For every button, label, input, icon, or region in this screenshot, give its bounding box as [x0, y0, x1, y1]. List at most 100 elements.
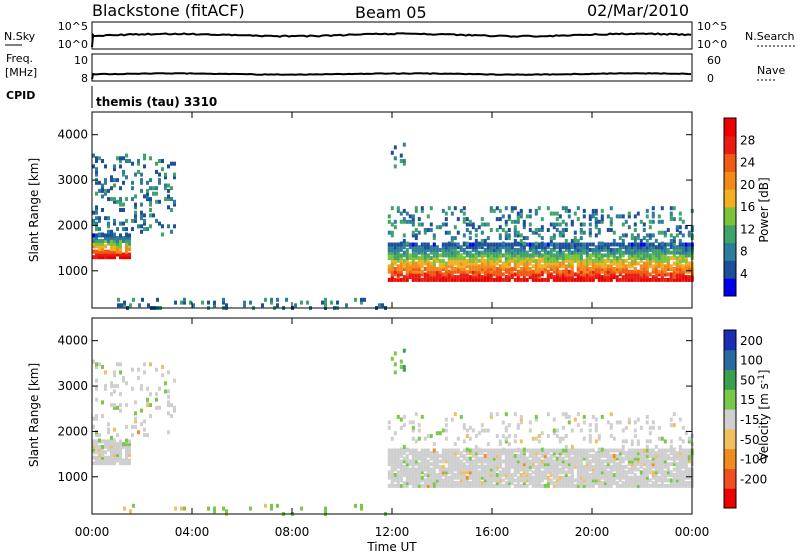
velocity-cell [645, 483, 649, 488]
power-cell [660, 247, 664, 252]
power-cell [459, 261, 463, 266]
power-cell [579, 261, 583, 266]
velocity-cell [531, 459, 535, 464]
velocity-cell [522, 451, 526, 456]
velocity-cell [110, 439, 113, 444]
power-cell [390, 277, 394, 282]
velocity-cell [528, 473, 532, 477]
power-cell [528, 222, 532, 227]
power-cell [591, 272, 595, 277]
power-cell [630, 253, 634, 258]
power-cell [504, 275, 508, 280]
power-cell [426, 242, 430, 247]
power-cell [669, 277, 673, 282]
power-cell [138, 303, 141, 308]
velocity-cell [225, 509, 228, 514]
power-cell [543, 264, 547, 269]
power-cell [594, 264, 598, 269]
power-cell [125, 175, 128, 180]
velocity-cell [549, 481, 553, 486]
power-cell [591, 269, 595, 274]
velocity-cell [630, 470, 634, 475]
power-cell [95, 210, 98, 215]
power-cell [612, 230, 616, 235]
power-cell [414, 206, 418, 211]
power-cell [579, 269, 583, 274]
velocity-cell [570, 462, 574, 467]
power-cell [684, 258, 688, 263]
velocity-cell [681, 475, 685, 480]
velocity-cell [567, 478, 571, 483]
velocity-cell [429, 475, 433, 480]
velocity-cell [633, 428, 637, 433]
power-cell [471, 256, 475, 261]
power-cell [543, 247, 547, 252]
power-colorbar-tick: 16 [740, 200, 755, 214]
power-cell [411, 250, 415, 255]
power-cell [588, 247, 592, 252]
power-cell [522, 241, 526, 246]
velocity-cell [483, 456, 487, 461]
velocity-cell [95, 433, 98, 438]
velocity-cell [507, 456, 511, 461]
velocity-cell [444, 436, 448, 441]
velocity-cell [468, 475, 472, 480]
velocity-cell [492, 464, 496, 469]
power-cell [567, 277, 571, 282]
velocity-cell [519, 473, 523, 477]
power-cell [555, 275, 559, 280]
velocity-cell [498, 453, 502, 458]
velocity-cell [110, 392, 113, 397]
power-cell [462, 264, 466, 269]
power-cell [453, 225, 457, 230]
power-cell [645, 253, 649, 258]
power-cell [636, 261, 640, 266]
velocity-cell [519, 483, 523, 488]
velocity-cell [561, 462, 565, 467]
velocity-cell [567, 467, 571, 472]
velocity-cell [537, 456, 541, 461]
velocity-cell [657, 467, 661, 472]
power-cell [504, 250, 508, 255]
velocity-cell [420, 464, 424, 469]
velocity-cell [558, 467, 562, 472]
power-cell [570, 253, 574, 258]
velocity-cell [612, 475, 616, 480]
power-cell [633, 258, 637, 263]
velocity-cell [540, 451, 544, 456]
power-cell [519, 277, 523, 282]
power-cell [429, 245, 433, 250]
velocity-cell [573, 451, 577, 456]
power-cell [408, 269, 412, 274]
velocity-cell [534, 448, 538, 453]
velocity-cell [660, 481, 664, 486]
power-cell [678, 267, 682, 271]
power-cell [453, 277, 457, 282]
power-cell [110, 197, 113, 202]
velocity-cell [504, 453, 508, 458]
velocity-cell [609, 481, 613, 486]
power-cell [393, 219, 397, 224]
velocity-cell [207, 506, 210, 511]
power-cell [528, 267, 532, 271]
power-cell [423, 230, 427, 235]
power-cell [423, 228, 427, 232]
velocity-colorbar-tick: 50 [740, 373, 755, 387]
power-cell [564, 277, 568, 282]
velocity-cell [417, 423, 421, 428]
velocity-cell [654, 453, 658, 458]
velocity-cell [459, 475, 463, 480]
velocity-cell [402, 473, 406, 477]
power-cell [636, 245, 640, 250]
power-cell [486, 253, 490, 258]
power-cell [687, 245, 691, 250]
power-cell [387, 256, 391, 261]
velocity-cell [624, 439, 628, 444]
velocity-colorbar-tick: -50 [740, 433, 760, 447]
power-cell [453, 269, 457, 274]
power-cell [447, 241, 451, 246]
velocity-cell [684, 473, 688, 477]
velocity-cell [648, 470, 652, 475]
velocity-cell [522, 447, 526, 452]
power-cell [477, 258, 481, 263]
